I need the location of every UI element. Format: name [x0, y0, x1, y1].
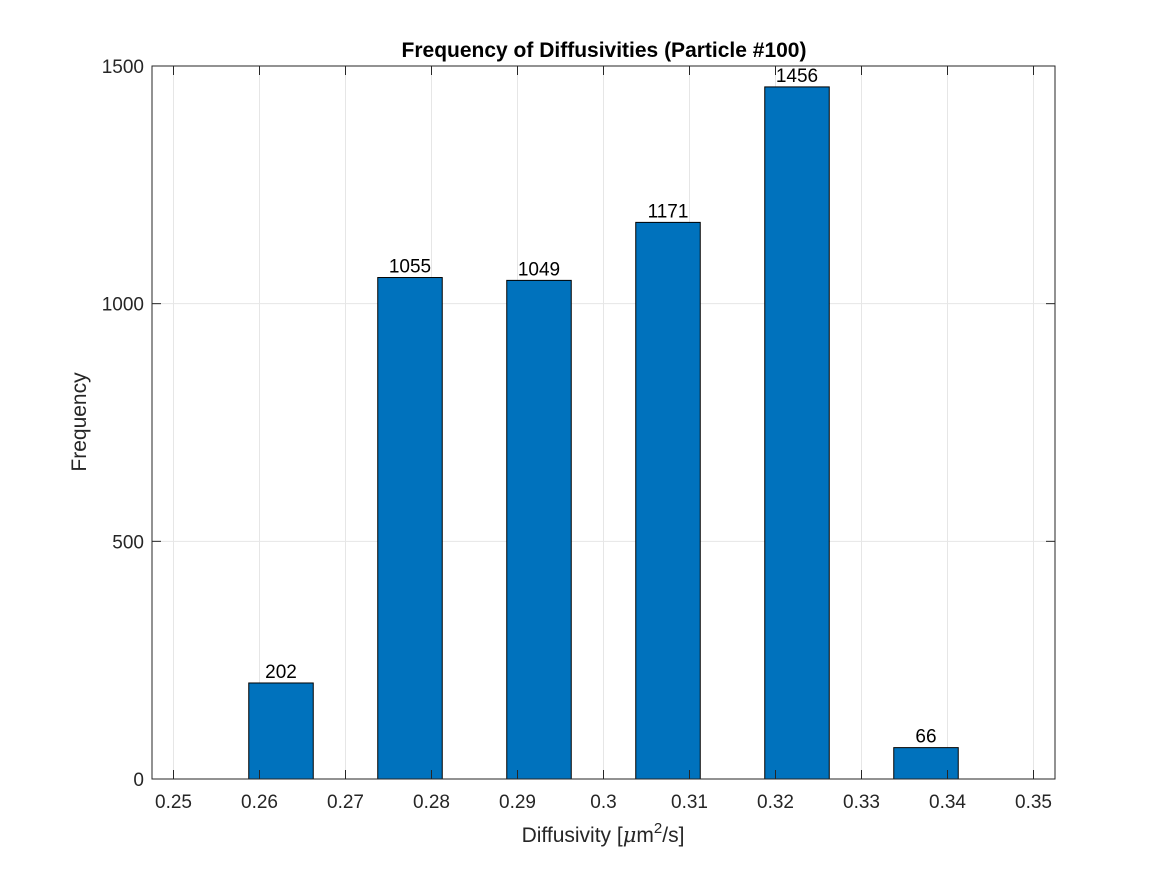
bar-data-label: 66	[915, 727, 936, 748]
chart-title: Frequency of Diffusivities (Particle #10…	[402, 39, 807, 62]
bar-data-labels: 202 1055 1049 1171 1456 66	[265, 66, 936, 748]
bar	[377, 277, 443, 780]
x-axis-label-mu: μ	[623, 823, 637, 847]
y-tick-label: 0	[133, 770, 144, 791]
x-tick-label: 0.26	[241, 792, 278, 813]
x-axis-label-suffix: /s]	[662, 824, 684, 847]
x-tick-label: 0.27	[327, 792, 364, 813]
x-tick-labels: 0.25 0.26 0.27 0.28 0.29 0.3 0.31 0.32 0.33 0.34 0…	[155, 792, 1052, 813]
y-tick-label: 500	[112, 532, 144, 553]
x-axis-label-prefix: Diffusivity [	[522, 824, 623, 847]
tick-marks	[152, 65, 1055, 780]
y-tick-label: 1500	[102, 57, 144, 78]
y-tick-label: 1000	[102, 295, 144, 316]
x-tick-label: 0.34	[929, 792, 966, 813]
x-tick-label: 0.35	[1015, 792, 1052, 813]
bar-data-label: 1171	[648, 201, 689, 222]
x-tick-label: 0.25	[155, 792, 192, 813]
bar	[893, 747, 959, 780]
bar	[635, 221, 701, 780]
x-axis-label: Diffusivity [μm2/s]	[522, 820, 685, 847]
bar	[248, 682, 314, 780]
bar-data-label: 202	[265, 662, 297, 683]
bar-data-label: 1456	[776, 66, 818, 87]
x-axis-label-unit: m	[636, 824, 654, 847]
y-axis-label: Frequency	[68, 372, 91, 472]
x-tick-label: 0.32	[757, 792, 794, 813]
bar-data-label: 1049	[518, 259, 560, 280]
x-tick-label: 0.3	[590, 792, 616, 813]
y-tick-labels: 0 500 1000 1500	[102, 57, 144, 791]
x-tick-label: 0.31	[671, 792, 708, 813]
x-axis-label-exponent: 2	[654, 820, 662, 837]
x-tick-label: 0.29	[499, 792, 536, 813]
x-tick-label: 0.33	[843, 792, 880, 813]
bar	[506, 279, 572, 780]
x-tick-label: 0.28	[413, 792, 450, 813]
bar-data-label: 1055	[389, 257, 431, 278]
bar	[764, 86, 830, 780]
bars	[248, 86, 959, 780]
